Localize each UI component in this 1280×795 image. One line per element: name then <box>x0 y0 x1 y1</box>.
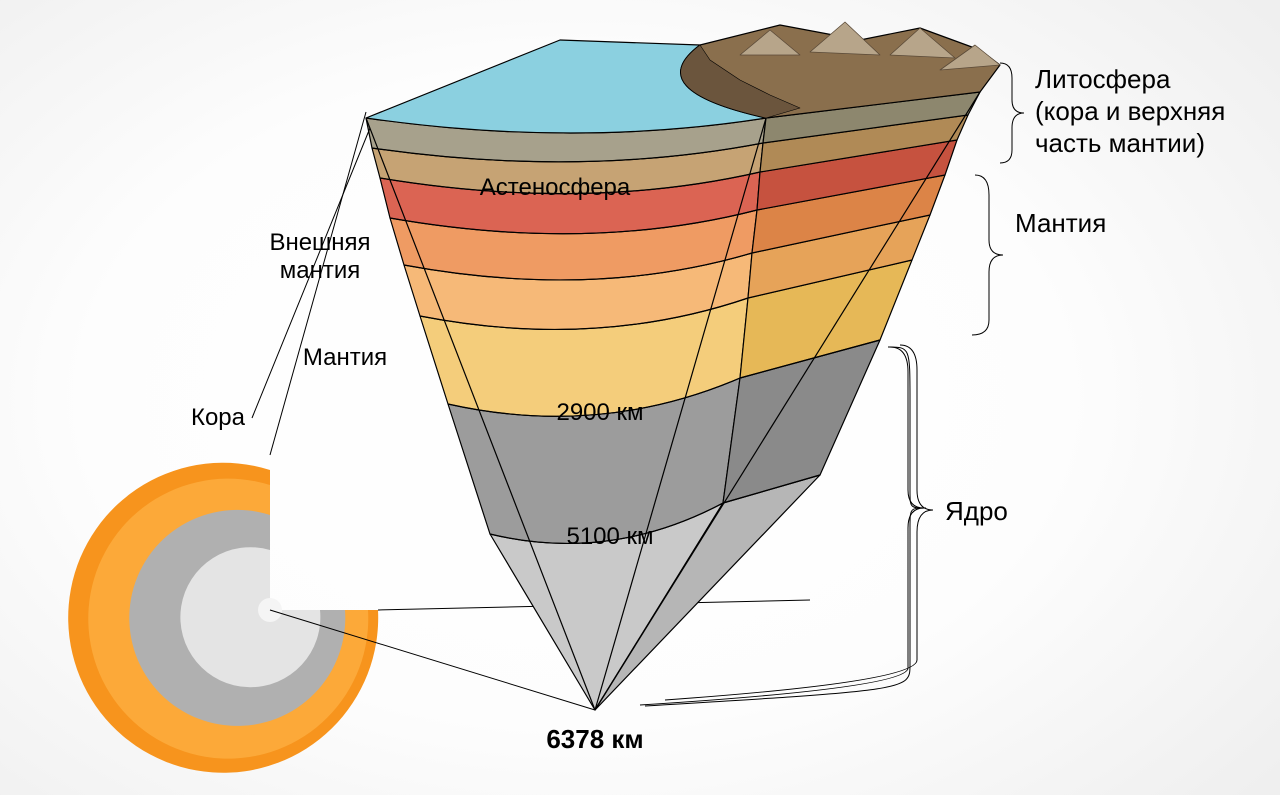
mantle-inner-label: Мантия <box>303 344 387 371</box>
mini-globe <box>68 463 378 773</box>
depth-5100-label: 5100 км <box>566 523 653 550</box>
depth-2900-label: 2900 км <box>556 399 643 426</box>
bracket-mantle <box>972 175 1003 335</box>
outer-mantle-label-2: мантия <box>280 257 361 284</box>
earth-layers-diagram: 2900 км 5100 км 6378 км Астеносфера Внеш… <box>0 0 1280 795</box>
crust-label: Кора <box>191 404 246 431</box>
lithosphere-label-3: часть мантии) <box>1035 128 1205 158</box>
main-wedge <box>366 22 1000 710</box>
core-side-label: Ядро <box>945 496 1008 526</box>
depth-6378-label: 6378 км <box>546 724 643 754</box>
lithosphere-label-1: Литосфера <box>1035 64 1171 94</box>
mantle-side-label: Мантия <box>1015 208 1106 238</box>
lithosphere-label-2: (кора и верхняя <box>1035 96 1225 126</box>
bracket-lithosphere <box>1000 63 1024 163</box>
asthenosphere-label: Астеносфера <box>480 174 631 201</box>
